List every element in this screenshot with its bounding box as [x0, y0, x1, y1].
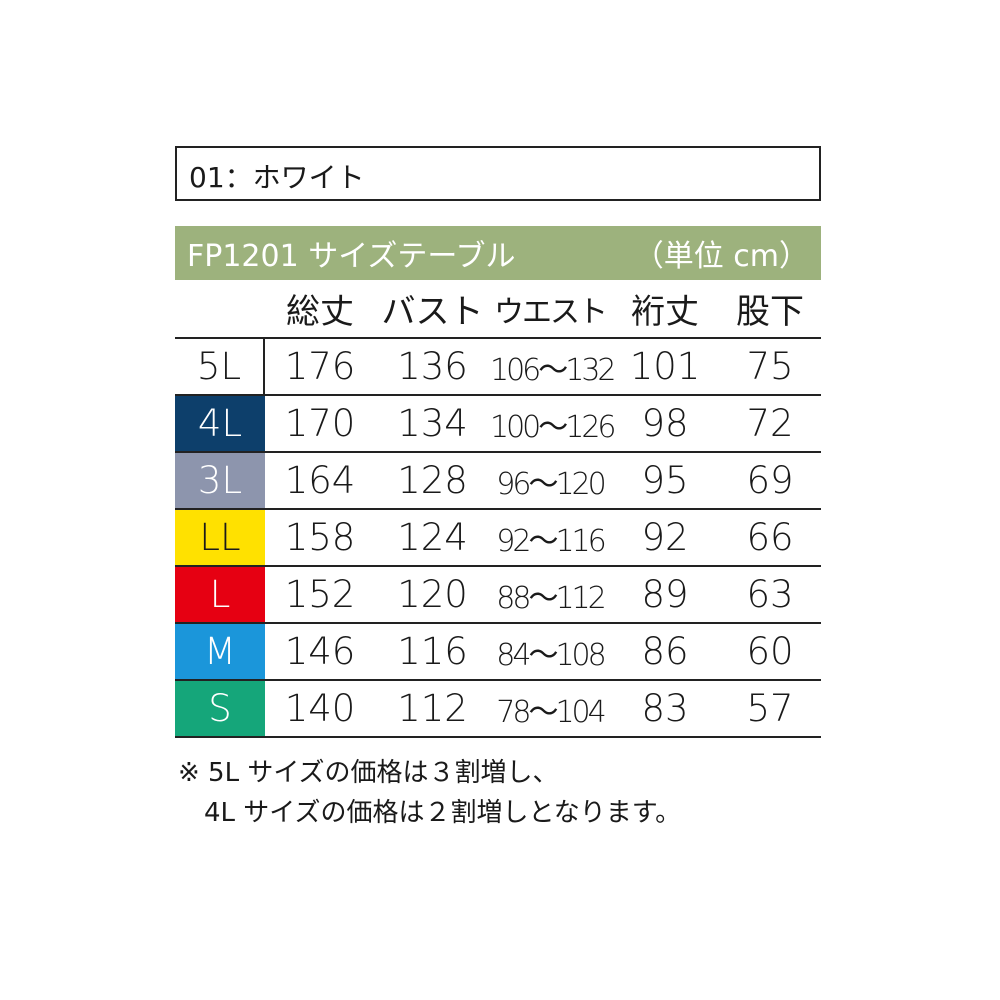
length-cell: 140: [284, 687, 356, 730]
size-cell: 3L: [175, 453, 265, 508]
table-title-band: FP1201 サイズテーブル （単位 cm）: [175, 226, 821, 280]
bust-cell: 128: [397, 459, 468, 502]
sleeve-cell: 95: [641, 459, 689, 502]
waist-cell: 92～116: [496, 523, 606, 559]
table-title: FP1201 サイズテーブル: [187, 239, 516, 274]
waist-cell: 78～104: [496, 694, 606, 730]
bust-cell: 136: [397, 345, 468, 388]
sleeve-cell: 86: [641, 630, 689, 673]
table-row: 5L 176 136 106～132 101 75: [175, 339, 821, 396]
header-sleeve: 裄丈: [631, 292, 699, 332]
header-size: [175, 280, 265, 337]
inseam-cell: 63: [746, 573, 794, 616]
sleeve-cell: 101: [629, 345, 701, 388]
waist-cell: 96～120: [496, 466, 606, 502]
size-cell: 4L: [175, 396, 265, 451]
length-cell: 170: [284, 402, 356, 445]
table-row: S 140 112 78～104 83 57: [175, 681, 821, 738]
inseam-cell: 60: [746, 630, 794, 673]
header-waist: ウエスト: [494, 294, 608, 330]
table-row: 3L 164 128 96～120 95 69: [175, 453, 821, 510]
sleeve-cell: 83: [641, 687, 689, 730]
size-cell: 5L: [175, 339, 265, 394]
size-table: 総丈 バスト ウエスト 裄丈 股下 5L 176 136 106～132 101 75 4L…: [175, 280, 821, 738]
sleeve-cell: 92: [641, 516, 689, 559]
header-bust: バスト: [381, 292, 484, 332]
inseam-cell: 75: [746, 345, 794, 388]
inseam-cell: 69: [746, 459, 794, 502]
size-cell: L: [175, 567, 265, 622]
length-cell: 146: [284, 630, 356, 673]
size-cell: S: [175, 681, 265, 736]
length-cell: 176: [284, 345, 356, 388]
table-row: LL 158 124 92～116 92 66: [175, 510, 821, 567]
table-row: 4L 170 134 100～126 98 72: [175, 396, 821, 453]
bust-cell: 134: [397, 402, 468, 445]
note-line-1: ※ 5L サイズの価格は３割増し、: [178, 758, 559, 788]
length-cell: 152: [284, 573, 356, 616]
color-label: 01：ホワイト: [175, 146, 821, 201]
bust-cell: 116: [397, 630, 468, 673]
inseam-cell: 57: [746, 687, 794, 730]
waist-cell: 100～126: [490, 409, 617, 445]
waist-cell: 106～132: [490, 352, 617, 388]
length-cell: 164: [284, 459, 356, 502]
note-line-2: 4L サイズの価格は２割増しとなります。: [178, 798, 682, 828]
inseam-cell: 66: [746, 516, 794, 559]
bust-cell: 124: [397, 516, 468, 559]
table-row: M 146 116 84～108 86 60: [175, 624, 821, 681]
waist-cell: 88～112: [496, 580, 606, 616]
unit-label: （単位 cm）: [633, 239, 809, 274]
bust-cell: 120: [397, 573, 468, 616]
size-cell: M: [175, 624, 265, 679]
header-inseam: 股下: [736, 292, 804, 332]
waist-cell: 84～108: [496, 637, 606, 673]
table-row: L 152 120 88～112 89 63: [175, 567, 821, 624]
sleeve-cell: 98: [641, 402, 689, 445]
sleeve-cell: 89: [641, 573, 689, 616]
table-header-row: 総丈 バスト ウエスト 裄丈 股下: [175, 280, 821, 339]
length-cell: 158: [284, 516, 356, 559]
size-cell: LL: [175, 510, 265, 565]
bust-cell: 112: [397, 687, 468, 730]
header-length: 総丈: [286, 292, 354, 332]
inseam-cell: 72: [746, 402, 794, 445]
